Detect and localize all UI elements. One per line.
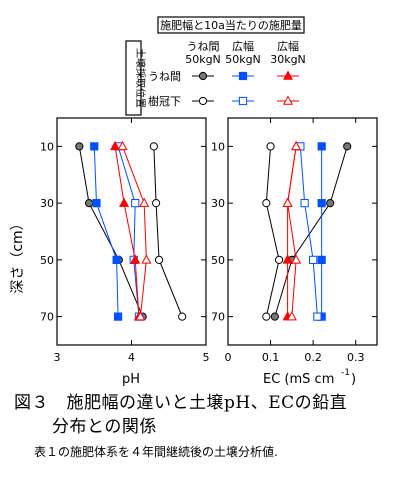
ec-plot-frame [227,117,378,346]
ec-series-0-point-0 [343,142,352,151]
ph-series-1-point-1 [151,199,161,208]
ec-xtick-label-0.1: 0.1 [262,351,280,364]
legend-row-1-col-0-marker [198,96,208,106]
ec-xtick-label-0.3: 0.3 [347,351,365,364]
legend-row-0-col-2-marker [282,70,294,80]
legend-row-0-col-0-marker [198,71,208,81]
chart-marks: 10 30 50 70 3 4 5 10 30 50 70 0 0.1 0.2 0.3 [40,70,377,364]
ec-series-5-point-2 [291,254,302,264]
col-header-2-line1: 広幅 [232,40,254,53]
legend-title-box [157,16,305,34]
ph-ytick-label-10: 10 [40,140,54,153]
ph-series-line-3 [117,146,140,317]
ph-xtick-label-3: 3 [54,351,61,364]
ec-series-5-point-1 [282,197,293,207]
ec-series-line-0 [274,146,348,317]
ec-x-label-text: EC (mS cm [263,372,334,387]
ph-plot [56,117,207,346]
ec-series-0-point-1 [326,199,335,208]
col-header-1-line1: うね間 [187,40,220,53]
ph-series-1-point-3 [178,312,187,321]
row-label-2: 樹冠下 [148,95,181,108]
ph-x-label: pH [122,372,140,387]
ph-series-2-point-3 [113,312,123,321]
ph-series-2-point-1 [92,199,101,208]
legend-row-0-col-1-marker [238,71,248,81]
legend-side-label: 土壌採取位置 [134,48,147,108]
ph-series-5-point-1 [139,197,150,207]
ec-xtick-label-0: 0 [225,351,232,364]
col-header-1-line2: 50kgN [185,53,221,66]
figure-note: 表１の施肥体系を４年間継続後の土壌分析値. [34,445,278,459]
legend-row-1-col-1-marker [238,96,248,106]
ph-series-5-point-3 [135,311,146,321]
col-header-2-line2: 50kgN [225,53,261,66]
ec-series-2-point-1 [317,199,326,208]
ec-ytick-label-70: 70 [211,311,225,324]
y-axis-label: 深さ（cm） [10,216,26,293]
ec-series-1-point-2 [274,255,284,264]
ph-xtick-label-4: 4 [128,351,135,364]
ec-series-5-point-3 [286,311,297,321]
ph-ytick-label-30: 30 [40,197,54,210]
legend: 施肥幅と10a当たりの施肥量 土壌採取位置 うね間 50kgN 広幅 50kgN… [125,16,306,116]
ph-series-1-point-0 [149,142,158,151]
row-label-1: うね間 [148,70,181,83]
ec-xtick-label-0.2: 0.2 [304,351,322,364]
ec-series-line-5 [287,146,297,317]
ec-x-label: EC (mS cm -1 ) [263,368,356,387]
ec-series-5-point-0 [291,140,302,151]
ph-series-line-1 [153,146,183,317]
ph-xtick-label-5: 5 [203,351,210,364]
ph-series-line-4 [114,146,140,317]
ph-series-4-point-1 [119,197,130,207]
ph-ytick-label-50: 50 [40,254,54,267]
legend-title: 施肥幅と10a当たりの施肥量 [160,18,302,32]
ph-series-5-point-0 [117,140,128,151]
ec-series-line-3 [299,146,318,317]
ec-series-0-point-3 [270,312,279,321]
ph-plot-frame [56,117,207,346]
ec-ytick-label-10: 10 [211,140,225,153]
ph-series-1-point-2 [154,255,164,264]
figure-caption-line1: 図３ 施肥幅の違いと土壌pH、ECの鉛直 [14,393,348,413]
legend-side-box [125,40,142,116]
ec-x-label-close: ) [351,372,356,387]
ph-series-4-point-2 [130,254,141,264]
ec-x-label-exp: -1 [341,368,350,378]
ec-series-1-point-3 [262,312,271,321]
ph-series-line-2 [93,146,119,317]
ec-series-1-point-1 [262,199,271,208]
ec-series-3-point-2 [309,255,318,264]
ph-series-0-point-1 [84,199,94,208]
legend-row-1-col-2-marker [282,95,294,105]
ph-series-line-5 [122,146,147,317]
ec-ytick-label-50: 50 [211,254,225,267]
ec-series-1-point-0 [266,142,275,151]
ec-ytick-label-30: 30 [211,197,225,210]
ph-series-0-point-0 [75,142,84,151]
ph-series-3-point-1 [131,199,140,208]
col-header-3-line1: 広幅 [277,40,299,53]
ec-series-2-point-0 [317,142,326,151]
ec-series-4-point-2 [282,254,293,264]
ph-series-2-point-2 [112,255,121,264]
ph-series-5-point-2 [141,254,152,264]
figure-caption-line2: 分布との関係 [52,417,157,437]
ec-series-3-point-1 [300,199,309,208]
ec-plot [227,117,378,346]
col-header-3-line2: 30kgN [270,53,306,66]
ph-series-line-0 [78,146,144,317]
ec-series-2-point-2 [317,255,326,264]
ec-series-line-1 [265,146,280,317]
ph-series-4-point-0 [110,140,121,151]
ph-ytick-label-70: 70 [40,311,54,324]
ec-series-3-point-3 [313,312,322,321]
ph-series-2-point-0 [90,142,99,151]
